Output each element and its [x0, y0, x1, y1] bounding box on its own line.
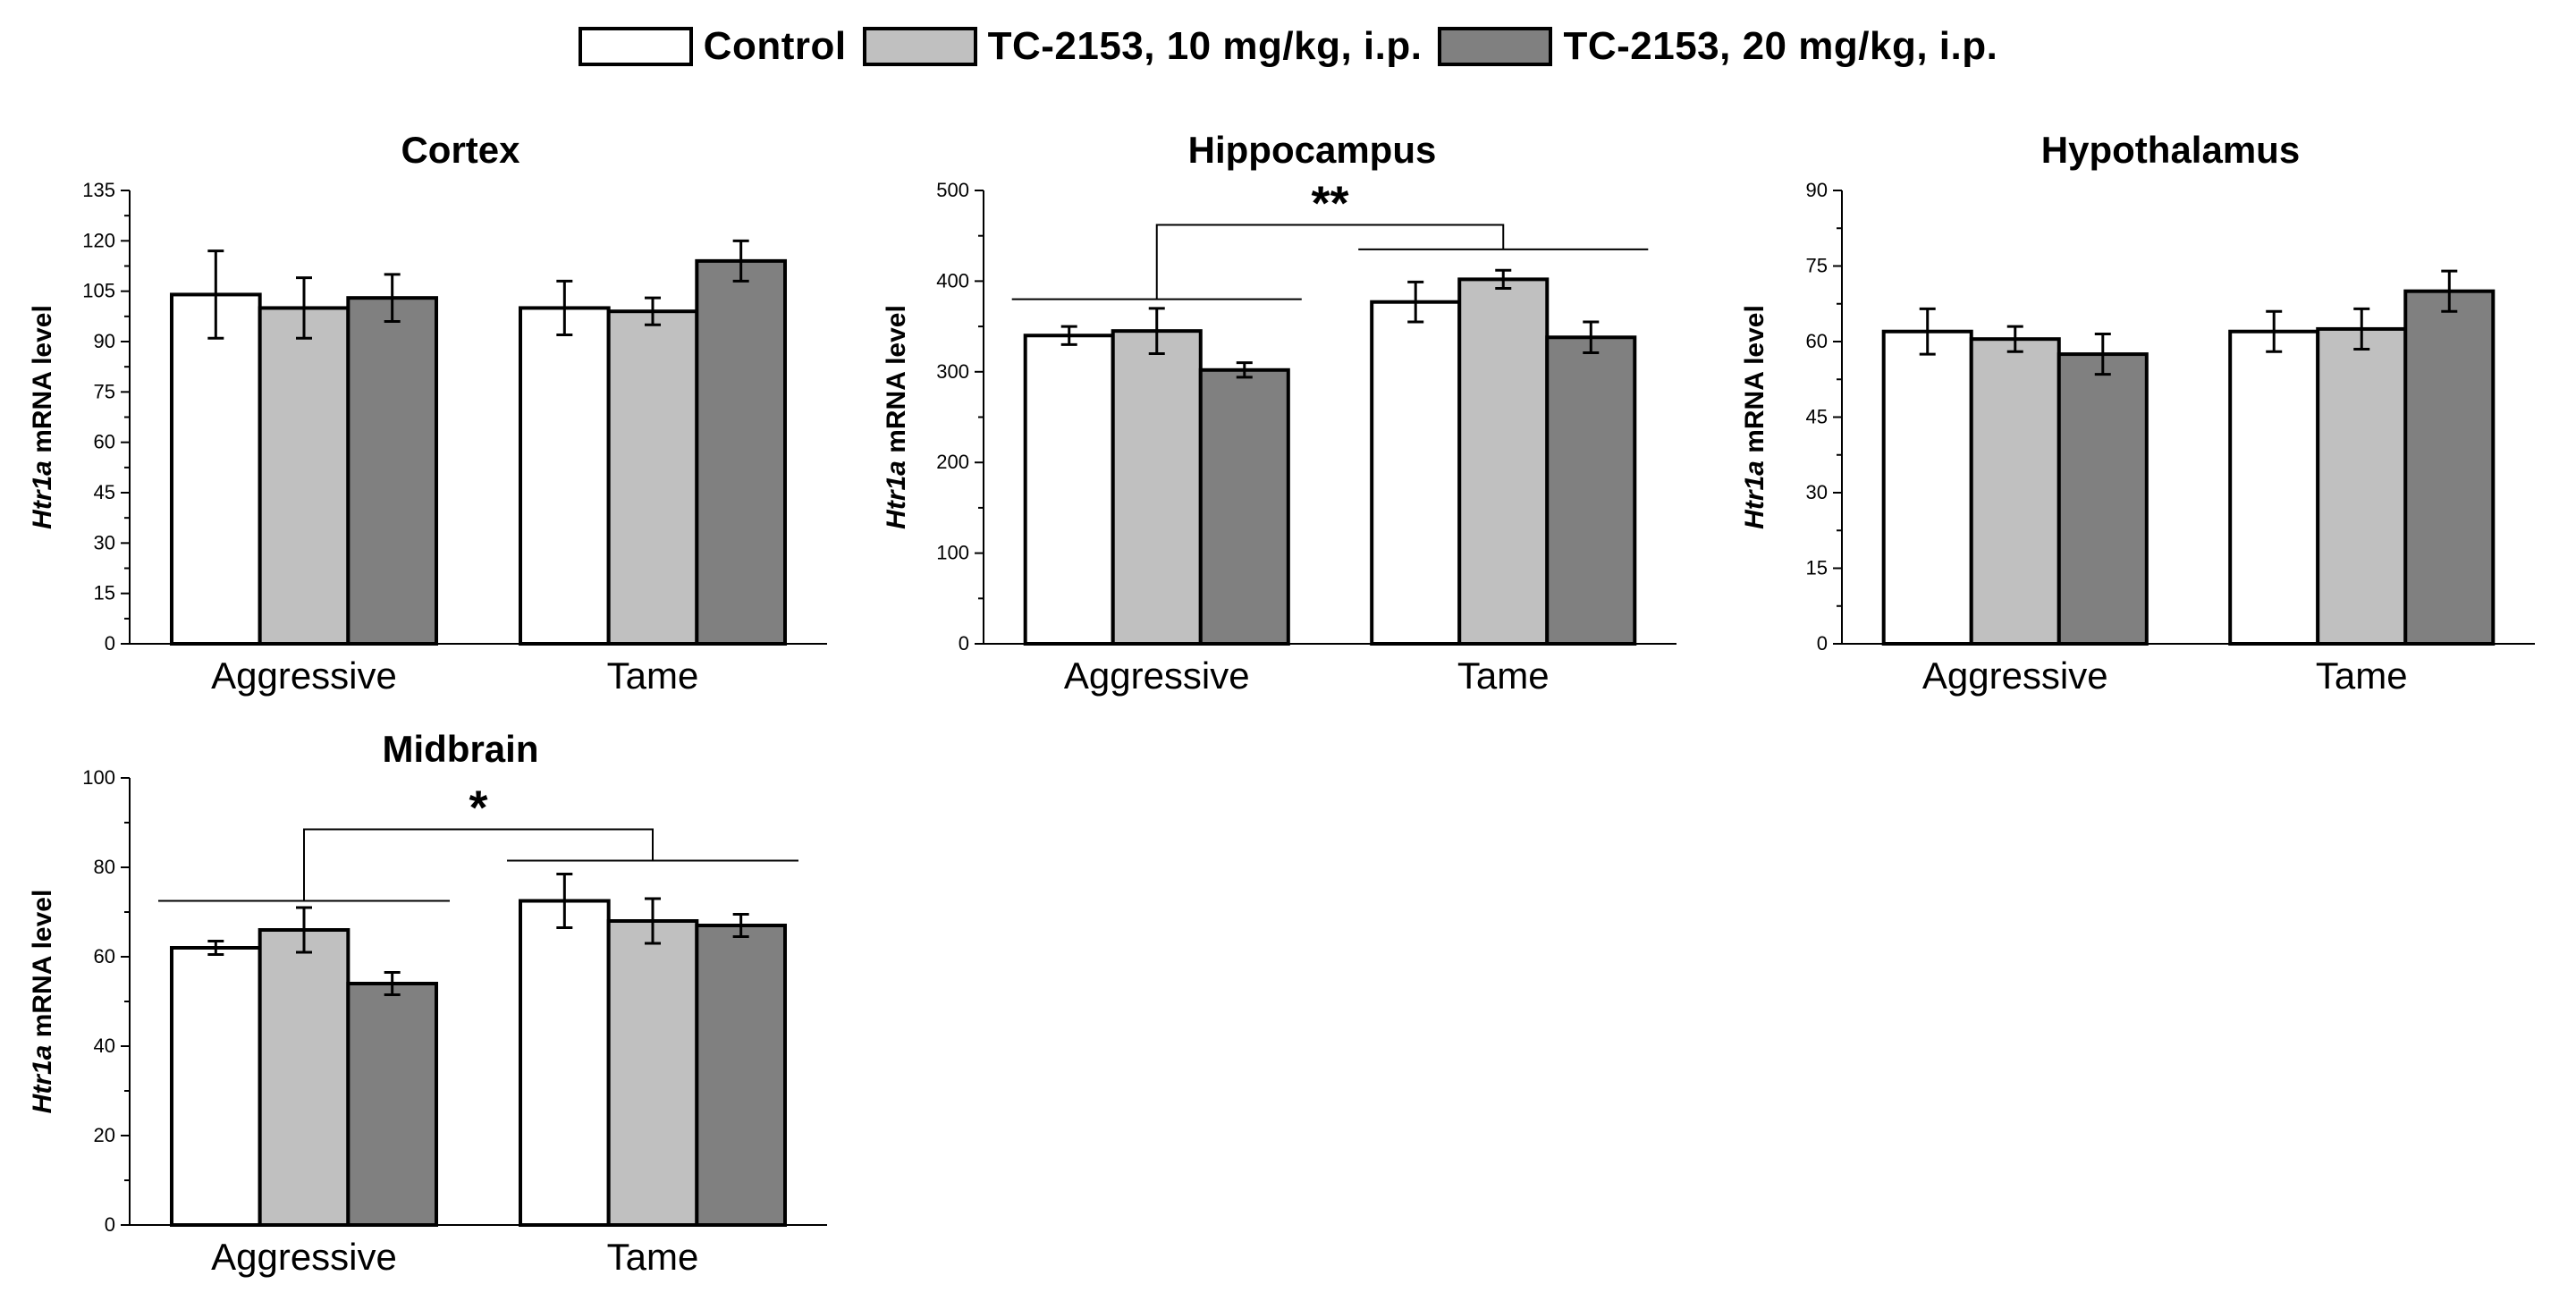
hypothalamus-category-label: Aggressive — [1922, 655, 2108, 697]
midbrain-bar-tame-0 — [518, 899, 611, 1227]
hypothalamus-ytick-label: 60 — [1806, 330, 1828, 352]
hippocampus-bar-aggressive-2 — [1198, 367, 1290, 646]
hippocampus-ytick-label: 200 — [936, 451, 969, 473]
hippocampus-significance-bracket — [1155, 224, 1505, 300]
cortex-title: Cortex — [401, 129, 520, 171]
hypothalamus-ytick-label: 30 — [1806, 481, 1828, 503]
cortex-bar-aggressive-2 — [346, 296, 439, 646]
hypothalamus-ytick-label: 45 — [1806, 406, 1828, 428]
midbrain-category-label: Tame — [607, 1236, 699, 1278]
midbrain-ytick-label: 100 — [82, 766, 115, 789]
midbrain-y-axis-label: Htr1a mRNA level — [28, 890, 57, 1114]
midbrain-significance-bracket — [303, 828, 654, 901]
hypothalamus-bar-tame-1 — [2316, 326, 2408, 646]
hypothalamus-y-axis-label-text: mRNA level — [1740, 305, 1769, 460]
legend-label-10mg: TC-2153, 10 mg/kg, i.p. — [987, 24, 1423, 68]
chart-midbrain: Midbrain 0 20 40 60 80 100 Htr1a mRNA level Aggr… — [28, 728, 827, 1278]
chart-hippocampus: Hippocampus 0 100 200 300 400 500 Htr1a mRNA le… — [882, 129, 1677, 697]
cortex-ytick-label: 60 — [94, 431, 115, 453]
midbrain-significance-label: * — [469, 781, 487, 835]
midbrain-bar-aggressive-2 — [346, 982, 439, 1227]
hippocampus-ytick-label: 100 — [936, 542, 969, 564]
cortex-category-label: Aggressive — [211, 655, 397, 697]
hippocampus-y-axis-label: Htr1a mRNA level — [882, 305, 911, 529]
legend-item-20mg: TC-2153, 20 mg/kg, i.p. — [1438, 24, 1997, 69]
cortex-category-label: Tame — [607, 655, 699, 697]
midbrain-ytick-label: 80 — [94, 856, 115, 878]
hippocampus-ytick-label: 0 — [959, 632, 969, 655]
hypothalamus-category-label: Tame — [2316, 655, 2408, 697]
legend-swatch-control — [578, 27, 693, 66]
hypothalamus-ytick-label: 0 — [1817, 632, 1828, 655]
hypothalamus-title: Hypothalamus — [2041, 129, 2300, 171]
midbrain-ytick-label: 60 — [94, 945, 115, 967]
cortex-ytick-label: 120 — [82, 229, 115, 251]
cortex-ytick-label: 0 — [105, 632, 115, 655]
hippocampus-bar-aggressive-1 — [1111, 329, 1203, 646]
hypothalamus-bar-aggressive-2 — [2057, 352, 2149, 646]
legend-label-control: Control — [703, 24, 847, 68]
legend-label-20mg: TC-2153, 20 mg/kg, i.p. — [1563, 24, 1998, 68]
hypothalamus-y-axis-label: Htr1a mRNA level — [1740, 305, 1769, 529]
cortex-y-axis-label-text: mRNA level — [28, 305, 57, 460]
hippocampus-y-axis-label-gene: Htr1a — [882, 460, 911, 529]
legend-item-10mg: TC-2153, 10 mg/kg, i.p. — [862, 24, 1423, 69]
cortex-ytick-label: 90 — [94, 330, 115, 352]
cortex-ytick-label: 75 — [94, 380, 115, 402]
midbrain-category-label: Aggressive — [211, 1236, 397, 1278]
hypothalamus-y-axis-label-gene: Htr1a — [1740, 460, 1769, 529]
hippocampus-significance-label: ** — [1311, 177, 1348, 231]
midbrain-title: Midbrain — [383, 728, 539, 770]
cortex-y-axis-label-gene: Htr1a — [28, 460, 57, 529]
cortex-y-axis-label: Htr1a mRNA level — [28, 305, 57, 529]
cortex-bar-tame-2 — [695, 258, 788, 646]
cortex-ytick-label: 30 — [94, 531, 115, 553]
legend-swatch-20mg — [1438, 27, 1553, 66]
hippocampus-ytick-label: 400 — [936, 269, 969, 291]
hippocampus-bar-tame-2 — [1545, 335, 1637, 646]
midbrain-bar-aggressive-1 — [258, 928, 351, 1227]
cortex-ytick-label: 105 — [82, 280, 115, 302]
hippocampus-ytick-label: 500 — [936, 179, 969, 201]
cortex-bar-aggressive-1 — [258, 306, 351, 646]
chart-hypothalamus: Hypothalamus 0 15 30 45 60 75 90 Htr1a mRNA leve… — [1740, 129, 2535, 697]
midbrain-ytick-label: 20 — [94, 1124, 115, 1146]
hypothalamus-bar-aggressive-0 — [1881, 329, 1973, 646]
hypothalamus-ytick-label: 15 — [1806, 557, 1828, 579]
midbrain-ytick-label: 40 — [94, 1035, 115, 1057]
cortex-ytick-label: 15 — [94, 582, 115, 604]
cortex-bar-tame-1 — [606, 309, 699, 646]
cortex-bar-tame-0 — [518, 306, 611, 646]
midbrain-bar-tame-2 — [695, 924, 788, 1227]
midbrain-y-axis-label-gene: Htr1a — [28, 1045, 57, 1114]
midbrain-y-axis-label-text: mRNA level — [28, 890, 57, 1045]
legend-item-control: Control — [578, 24, 847, 69]
hypothalamus-ytick-label: 75 — [1806, 255, 1828, 277]
hippocampus-ytick-label: 300 — [936, 360, 969, 383]
hypothalamus-bar-tame-2 — [2403, 289, 2496, 646]
hypothalamus-bar-aggressive-1 — [1969, 337, 2061, 646]
hippocampus-bar-tame-1 — [1457, 277, 1550, 646]
hippocampus-category-label: Tame — [1457, 655, 1550, 697]
legend: Control TC-2153, 10 mg/kg, i.p. TC-2153,… — [0, 20, 2576, 73]
hypothalamus-bar-tame-0 — [2228, 329, 2320, 646]
hippocampus-bar-tame-0 — [1370, 300, 1462, 646]
cortex-bar-aggressive-0 — [169, 292, 262, 646]
cortex-ytick-label: 135 — [82, 179, 115, 201]
hippocampus-title: Hippocampus — [1188, 129, 1437, 171]
hippocampus-y-axis-label-text: mRNA level — [882, 305, 911, 460]
midbrain-bar-tame-1 — [606, 919, 699, 1227]
midbrain-ytick-label: 0 — [105, 1213, 115, 1236]
chart-cortex: Cortex 0 15 30 45 60 75 90 105 120 135 Htr1a mRNA l… — [28, 129, 827, 697]
legend-swatch-10mg — [862, 27, 977, 66]
midbrain-bar-aggressive-0 — [169, 946, 262, 1227]
hypothalamus-ytick-label: 90 — [1806, 179, 1828, 201]
hippocampus-category-label: Aggressive — [1064, 655, 1250, 697]
cortex-ytick-label: 45 — [94, 481, 115, 503]
hippocampus-bar-aggressive-0 — [1023, 334, 1115, 646]
